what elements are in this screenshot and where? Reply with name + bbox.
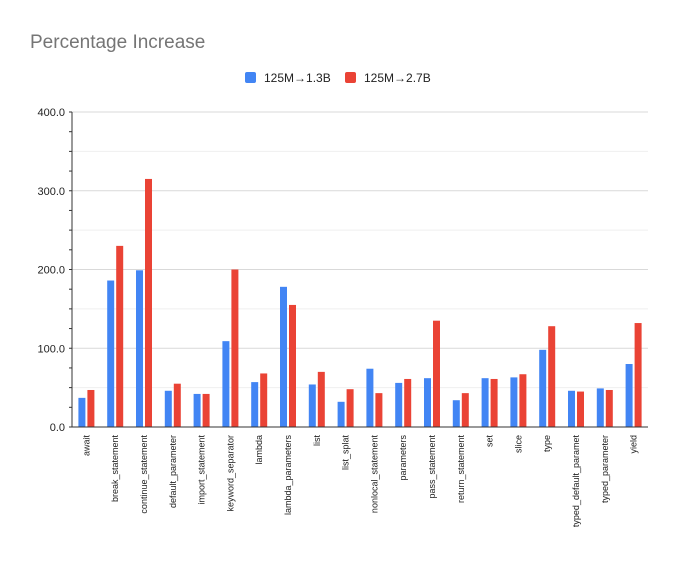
bar-lambda_parameters-series-1 [280, 286, 287, 427]
bar-typed_parameter-series-1 [596, 388, 604, 427]
bar-continue_statement-series-2 [145, 178, 152, 427]
y-tick-label: 300.0 [37, 186, 65, 198]
bar-lambda_parameters-series-2 [289, 304, 296, 427]
x-tick-label: typed_parameter [600, 435, 610, 503]
x-tick-label: pass_statement [427, 435, 437, 499]
x-tick-label: break_statement [110, 435, 120, 503]
gridlines [72, 111, 648, 428]
bar-type-series-2 [548, 326, 556, 427]
bar-keyword_separator-series-1 [222, 341, 230, 427]
legend-swatch-series-2 [345, 72, 356, 83]
x-tick-label: lambda [254, 435, 264, 465]
legend-label-series-2: 125M→2.7B [364, 71, 431, 85]
bar-await-series-2 [87, 389, 95, 427]
y-axis: 0.0 100.0 200.0 300.0 400.0 [37, 107, 73, 434]
bar-lambda-series-1 [251, 382, 259, 427]
legend-swatch-series-1 [245, 72, 256, 83]
bar-await-series-1 [78, 397, 86, 427]
x-tick-label: list [312, 435, 322, 446]
legend-item-series-2: 125M→2.7B [345, 71, 431, 85]
x-tick-label: lambda_parameters [283, 435, 293, 516]
bar-import_statement-series-1 [193, 393, 201, 427]
bar-keyword_separator-series-2 [231, 269, 239, 427]
bar-type-series-1 [539, 349, 547, 427]
x-tick-label: nonlocal_statement [369, 435, 379, 514]
legend-label-series-1: 125M→1.3B [264, 71, 331, 85]
bar-continue_statement-series-1 [136, 270, 143, 427]
bar-set-series-2 [490, 378, 498, 427]
chart-title: Percentage Increase [30, 32, 205, 53]
bar-return_statement-series-2 [461, 393, 469, 427]
bar-list_splat-series-2 [346, 389, 354, 427]
x-tick-label: yield [629, 435, 639, 454]
bar-slice-series-2 [519, 374, 527, 427]
x-axis: await break_statement continue_statement de… [72, 426, 648, 528]
bar-break_statement-series-1 [107, 280, 115, 427]
bar-list_splat-series-1 [337, 401, 345, 427]
x-tick-label: return_statement [456, 435, 466, 504]
bar-list-series-2 [317, 371, 325, 427]
x-tick-label: parameters [398, 435, 408, 481]
y-tick-label: 0.0 [50, 422, 65, 434]
bar-lambda-series-2 [260, 373, 268, 427]
bar-import_statement-series-2 [202, 393, 210, 427]
x-tick-label: import_statement [197, 435, 207, 505]
x-tick-label: slice [513, 435, 523, 453]
legend: 125M→1.3B 125M→2.7B [245, 71, 431, 85]
bar-default_parameter-series-2 [173, 383, 181, 427]
x-tick-label: await [81, 435, 91, 457]
x-tick-label: continue_statement [139, 435, 149, 514]
bar-yield-series-1 [625, 364, 633, 427]
y-tick-label: 400.0 [37, 107, 65, 119]
bar-list-series-1 [308, 384, 316, 427]
bar-set-series-1 [481, 378, 489, 427]
x-tick-label: type [542, 435, 552, 452]
bar-parameters-series-2 [404, 378, 412, 427]
bar-typed_parameter-series-2 [605, 389, 613, 427]
x-tick-label: typed_default_paramet [571, 435, 581, 528]
y-tick-label: 200.0 [37, 265, 65, 277]
x-tick-label: default_parameter [168, 435, 178, 508]
legend-item-series-1: 125M→1.3B [245, 71, 331, 85]
bar-break_statement-series-2 [116, 245, 124, 427]
bar-default_parameter-series-1 [164, 390, 172, 427]
bars [78, 178, 642, 427]
bar-pass_statement-series-2 [433, 320, 440, 427]
x-tick-label: keyword_separator [225, 435, 235, 512]
y-tick-label: 100.0 [37, 343, 65, 355]
bar-slice-series-1 [510, 377, 518, 427]
bar-nonlocal_statement-series-1 [366, 368, 374, 427]
bar-pass_statement-series-1 [424, 378, 431, 427]
bar-parameters-series-1 [395, 382, 403, 427]
bar-nonlocal_statement-series-2 [375, 393, 383, 427]
bar-typed_default_paramet-series-1 [568, 390, 575, 427]
x-tick-label: set [485, 435, 495, 448]
bar-yield-series-2 [634, 323, 642, 427]
bar-typed_default_paramet-series-2 [577, 391, 584, 427]
x-tick-label: list_splat [341, 435, 351, 471]
bar-return_statement-series-1 [452, 400, 460, 427]
